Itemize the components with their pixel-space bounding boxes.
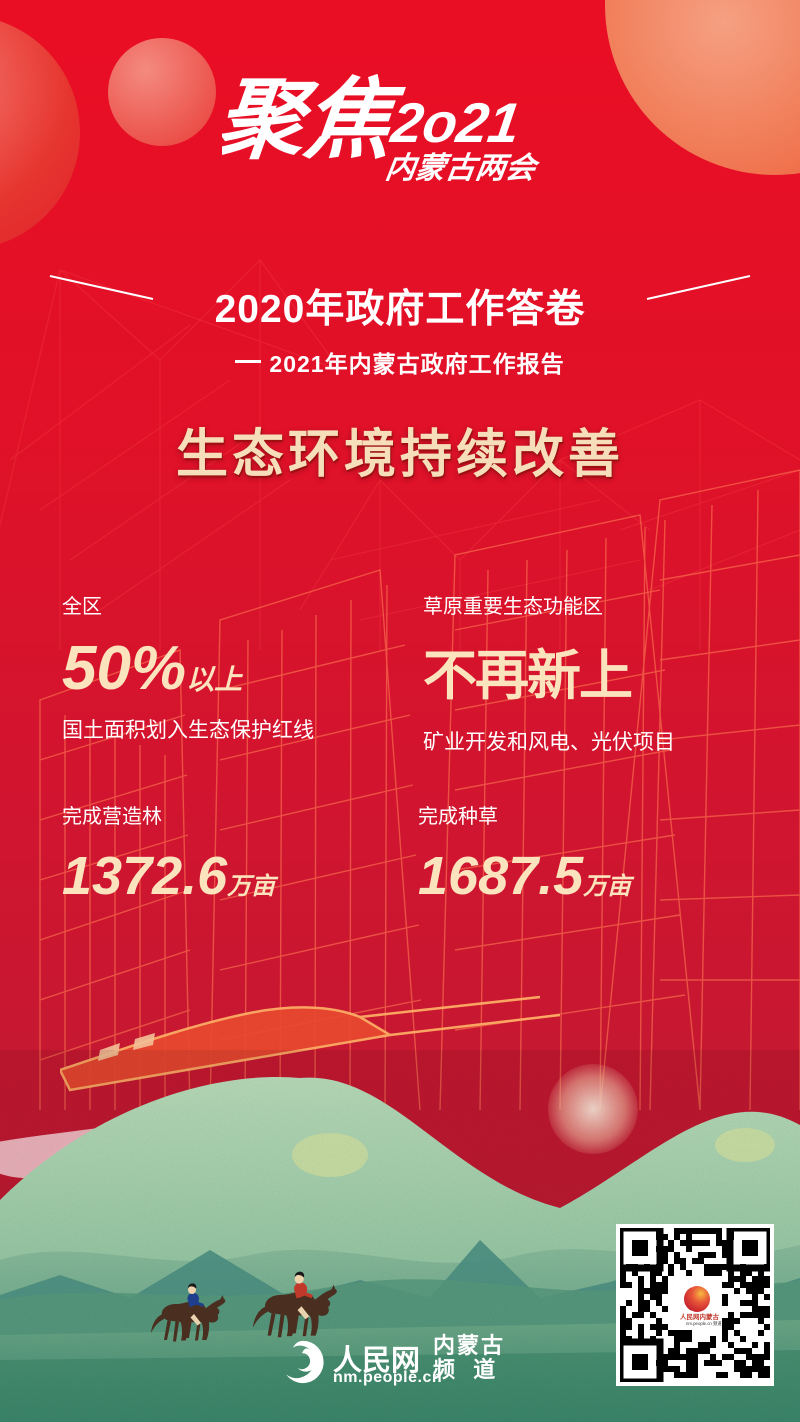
- svg-text:2o21: 2o21: [387, 91, 524, 154]
- svg-text:nm.people.cn 频道: nm.people.cn 频道: [686, 1320, 722, 1327]
- svg-text:聚焦: 聚焦: [222, 70, 408, 169]
- svg-text:人民网内蒙古: 人民网内蒙古: [680, 1312, 720, 1321]
- svg-text:内蒙古两会: 内蒙古两会: [383, 152, 541, 185]
